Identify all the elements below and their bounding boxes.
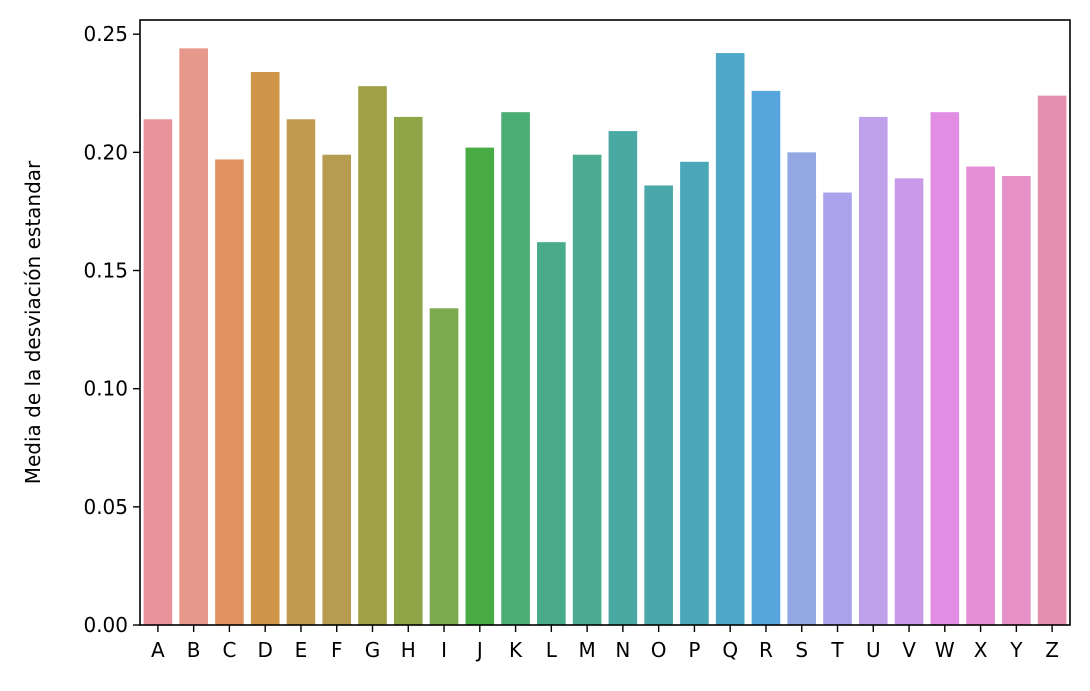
bar-J: [465, 147, 495, 625]
bar-G: [358, 86, 387, 625]
x-tick-label: P: [688, 638, 700, 662]
bar-P: [680, 161, 709, 625]
bar-I: [429, 308, 459, 625]
bar-N: [608, 131, 638, 625]
x-tick-label: O: [651, 638, 667, 662]
x-tick-label: K: [509, 638, 523, 662]
x-tick-label: A: [151, 638, 165, 662]
bar-M: [572, 154, 602, 625]
bar-U: [858, 116, 888, 625]
plot-frame: [139, 19, 1071, 626]
y-tick-label: 0.15: [83, 259, 128, 283]
y-tick-label: 0.05: [83, 495, 128, 519]
x-tick-label: D: [257, 638, 272, 662]
bar-T: [823, 192, 852, 625]
x-tick-label: X: [974, 638, 988, 662]
bar-A: [143, 119, 173, 625]
y-tick-label: 0.25: [83, 22, 128, 46]
bar-E: [286, 119, 316, 625]
bar-Q: [715, 53, 745, 625]
x-tick-label: N: [615, 638, 630, 662]
bar-F: [322, 154, 352, 625]
bar-L: [537, 242, 566, 625]
x-tick-label: E: [295, 638, 308, 662]
bar-H: [393, 116, 423, 625]
x-tick-label: S: [795, 638, 808, 662]
bars-group: [143, 48, 1067, 625]
bar-Z: [1037, 95, 1067, 625]
bar-V: [894, 178, 924, 625]
x-tick-label: C: [222, 638, 236, 662]
x-tick-label: B: [187, 638, 201, 662]
bar-C: [215, 159, 244, 625]
x-tick-label: M: [578, 638, 595, 662]
x-tick-label: L: [546, 638, 558, 662]
y-axis: 0.00 0.05 0.10 0.15 0.20 0.25: [83, 22, 140, 637]
x-tick-label: U: [866, 638, 881, 662]
x-tick-label: Z: [1045, 638, 1059, 662]
x-tick-label: H: [401, 638, 416, 662]
bar-O: [644, 185, 673, 625]
bar-Y: [1002, 175, 1031, 625]
y-tick-label: 0.10: [83, 377, 128, 401]
x-tick-label: G: [365, 638, 381, 662]
x-tick-label: F: [331, 638, 343, 662]
x-tick-label: Y: [1009, 638, 1023, 662]
bar-S: [787, 152, 817, 625]
x-tick-label: I: [441, 638, 447, 662]
x-tick-label: J: [475, 638, 483, 662]
x-tick-label: W: [935, 638, 955, 662]
bar-W: [930, 112, 960, 625]
bar-R: [751, 90, 781, 625]
x-tick-label: V: [902, 638, 916, 662]
x-tick-label: Q: [722, 638, 738, 662]
y-tick-label: 0.20: [83, 140, 128, 164]
y-axis-title: Media de la desviación estandar: [21, 160, 45, 484]
y-tick-label: 0.00: [83, 613, 128, 637]
bar-K: [501, 112, 530, 625]
x-tick-label: T: [830, 638, 844, 662]
bar-B: [179, 48, 208, 625]
bar-D: [250, 71, 280, 625]
x-tick-label: R: [759, 638, 773, 662]
bar-X: [966, 166, 995, 625]
